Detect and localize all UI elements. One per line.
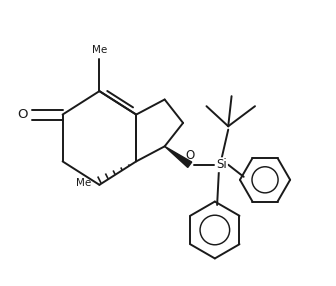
Text: O: O [185,149,194,162]
Text: Me: Me [92,45,107,55]
Text: Me: Me [76,178,91,188]
Text: Si: Si [216,158,227,171]
Text: O: O [17,108,28,121]
Polygon shape [165,146,192,167]
